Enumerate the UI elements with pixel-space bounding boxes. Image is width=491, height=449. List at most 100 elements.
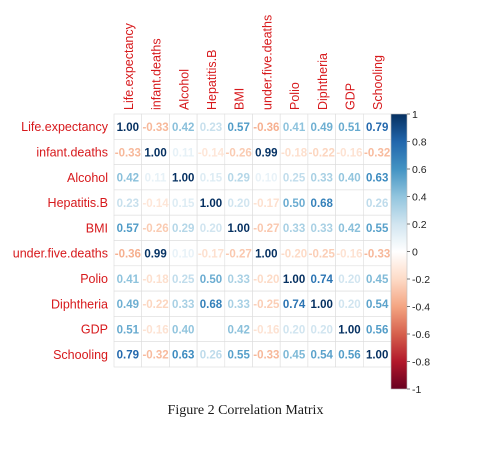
cell-value: 1.00 xyxy=(311,299,333,311)
figure-caption: Figure 2 Correlation Matrix xyxy=(0,403,491,419)
cell-value: 0.20 xyxy=(227,198,249,210)
cell-value: -0.36 xyxy=(115,248,141,260)
colorbar-tick-label: 0.4 xyxy=(412,192,427,204)
column-label: GDP xyxy=(343,83,357,110)
cell-value: 0.55 xyxy=(366,223,389,235)
cell-value: 0.51 xyxy=(338,122,361,134)
row-label: Diphtheria xyxy=(51,297,108,311)
cell-value: -0.32 xyxy=(142,350,168,362)
cell-value: 0.40 xyxy=(338,173,360,185)
column-label: Diphtheria xyxy=(316,53,330,110)
cell-value: 0.29 xyxy=(172,223,194,235)
cell-value: 0.49 xyxy=(117,299,139,311)
colorbar-tick-label: 1 xyxy=(412,109,418,121)
cell-value: 0.41 xyxy=(117,274,140,286)
cell-value: 0.57 xyxy=(117,223,139,235)
cell-value: 1.00 xyxy=(144,147,166,159)
cell-value: 0.20 xyxy=(200,223,222,235)
cell-value: 0.10 xyxy=(255,173,277,185)
row-labels: Life.expectancy infant.deaths Alcohol Hepat… xyxy=(13,120,109,362)
colorbar-tick-label: 0.8 xyxy=(412,137,427,149)
colorbar-tick-label: -0.2 xyxy=(412,274,430,286)
cell-value: -0.33 xyxy=(364,248,390,260)
colorbar-tick-label: -0.4 xyxy=(412,302,430,314)
cell-value: 0.74 xyxy=(311,274,334,286)
colorbar-tick-label: -1 xyxy=(412,384,421,396)
cell-value: 1.00 xyxy=(172,173,194,185)
column-label: Life.expectancy xyxy=(122,22,136,110)
cell-value: 1.00 xyxy=(227,223,249,235)
cell-value: -0.33 xyxy=(142,122,168,134)
cell-value: 0.23 xyxy=(200,122,222,134)
cell-value: 0.33 xyxy=(172,299,194,311)
row-label: BMI xyxy=(86,221,108,235)
column-label: Polio xyxy=(288,82,302,110)
cell-value: -0.14 xyxy=(142,198,169,210)
column-label: under.five.deaths xyxy=(260,15,274,110)
cell-value: 0.26 xyxy=(200,350,222,362)
cell-value: 0.42 xyxy=(227,324,249,336)
cell-value: 0.63 xyxy=(172,350,194,362)
cell-value: 0.29 xyxy=(227,173,249,185)
colorbar-tick-label: -0.8 xyxy=(412,357,430,369)
cell-value: -0.18 xyxy=(281,147,308,159)
cell-value: -0.22 xyxy=(142,299,168,311)
colorbar-gradient xyxy=(391,114,407,389)
column-label: Schooling xyxy=(371,55,385,110)
cell-value: 0.23 xyxy=(117,198,139,210)
cell-value: 1.00 xyxy=(255,248,277,260)
cell-value: -0.20 xyxy=(253,274,279,286)
colorbar-tick-label: 0.2 xyxy=(412,219,427,231)
cell-value: -0.26 xyxy=(226,147,252,159)
cell-value: -0.16 xyxy=(336,248,362,260)
colorbar-tick-label: 0 xyxy=(412,247,418,259)
cell-value: -0.27 xyxy=(253,223,279,235)
cell-value: -0.16 xyxy=(142,324,168,336)
cell-value: 0.11 xyxy=(172,147,194,159)
cell-value: 0.74 xyxy=(283,299,306,311)
cell-value: 0.25 xyxy=(172,274,195,286)
row-label: Schooling xyxy=(53,348,108,362)
cell-value: 0.45 xyxy=(283,350,306,362)
cell-value: -0.16 xyxy=(253,324,279,336)
cell-value: 0.20 xyxy=(338,274,360,286)
cell-value: 0.20 xyxy=(311,324,333,336)
row-label: under.five.deaths xyxy=(13,247,108,261)
cell-value: 0.15 xyxy=(200,173,223,185)
cell-value: 0.57 xyxy=(227,122,249,134)
cell-value: 0.45 xyxy=(366,274,389,286)
cell-value: 0.33 xyxy=(227,299,249,311)
cell-value: 0.25 xyxy=(283,173,306,185)
row-label: infant.deaths xyxy=(36,145,108,159)
cell-value: 0.26 xyxy=(366,198,388,210)
cell-value: -0.17 xyxy=(253,198,279,210)
cell-value: -0.16 xyxy=(336,147,362,159)
cell-value: -0.25 xyxy=(309,248,336,260)
cell-value: 1.00 xyxy=(338,324,360,336)
cell-value: 0.68 xyxy=(200,299,223,311)
cell-value: 0.41 xyxy=(283,122,306,134)
matrix-cell xyxy=(336,190,364,215)
cell-value: 0.99 xyxy=(144,248,166,260)
cell-value: 0.51 xyxy=(117,324,140,336)
colorbar: 10.80.60.40.20-0.2-0.4-0.6-0.8-1 xyxy=(391,109,430,396)
cell-value: -0.33 xyxy=(253,350,279,362)
matrix-cell xyxy=(197,316,225,341)
cell-value: 0.11 xyxy=(145,173,167,185)
cell-value: 0.49 xyxy=(311,122,333,134)
matrix-cells: 1.00 -0.33 0.42 0.23 0.57 -0.36 0.41 0.49 0.51 0.… xyxy=(114,114,391,367)
cell-value: 0.63 xyxy=(366,173,388,185)
cell-value: -0.26 xyxy=(142,223,168,235)
cell-value: 0.56 xyxy=(366,324,388,336)
cell-value: 0.55 xyxy=(227,350,250,362)
cell-value: -0.17 xyxy=(198,248,224,260)
cell-value: 0.42 xyxy=(172,122,194,134)
cell-value: 0.42 xyxy=(338,223,360,235)
cell-value: 0.20 xyxy=(283,324,305,336)
cell-value: -0.25 xyxy=(253,299,280,311)
cell-value: 0.40 xyxy=(172,324,194,336)
cell-value: -0.32 xyxy=(364,147,390,159)
row-label: Alcohol xyxy=(67,171,108,185)
cell-value: 0.20 xyxy=(338,299,360,311)
